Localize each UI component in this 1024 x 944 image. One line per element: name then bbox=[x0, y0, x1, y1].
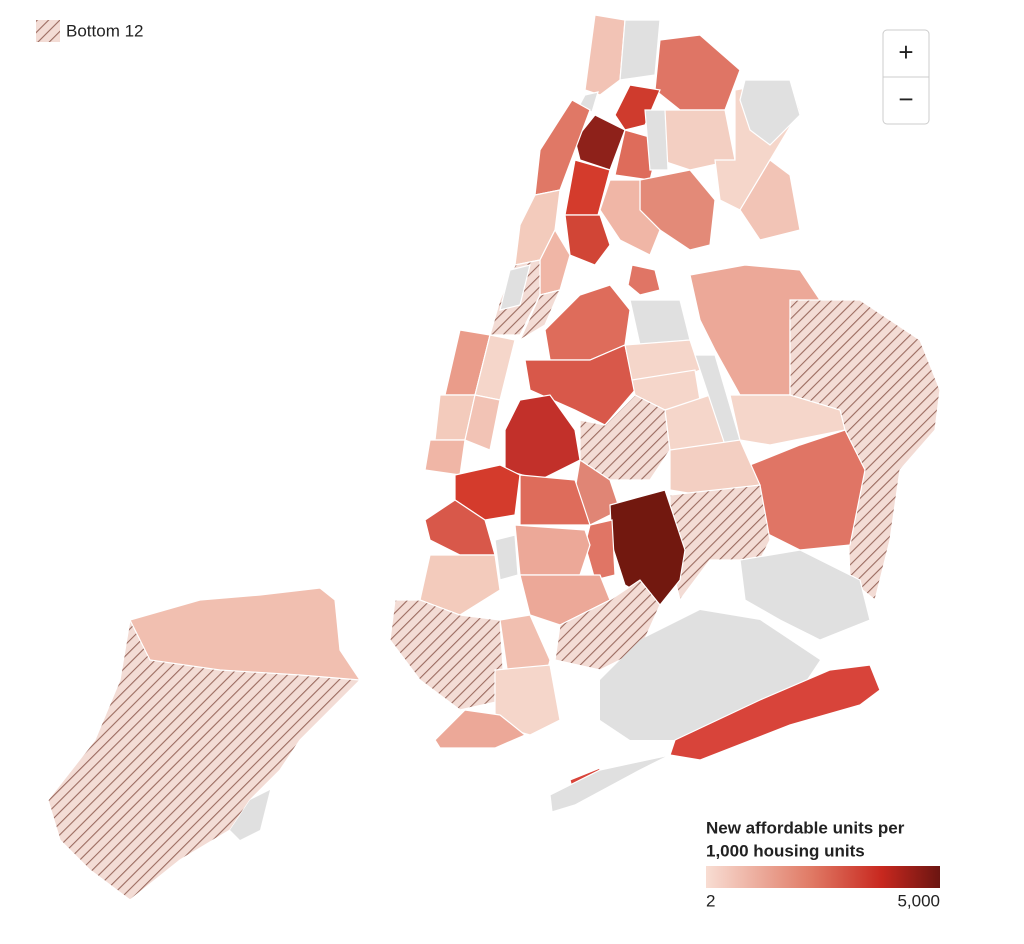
zoom-control: + − bbox=[882, 29, 930, 125]
legend-gradient bbox=[706, 866, 940, 888]
park bbox=[494, 534, 519, 581]
district bbox=[129, 587, 362, 681]
brooklyn bbox=[389, 394, 820, 749]
manhattan bbox=[424, 91, 611, 476]
legend: New affordable units per 1,000 housing u… bbox=[706, 818, 940, 910]
hatch-swatch bbox=[36, 20, 60, 42]
park bbox=[230, 790, 270, 840]
zoom-out[interactable]: − bbox=[898, 84, 913, 114]
district bbox=[524, 344, 636, 426]
district bbox=[389, 599, 506, 711]
district bbox=[419, 554, 501, 616]
district bbox=[739, 159, 801, 241]
district bbox=[584, 519, 616, 581]
district bbox=[514, 524, 591, 576]
district bbox=[564, 214, 611, 266]
park bbox=[644, 109, 669, 171]
staten-island bbox=[47, 587, 362, 901]
district bbox=[504, 394, 581, 481]
legend-title: New affordable units per bbox=[706, 818, 905, 837]
bronx bbox=[574, 14, 801, 256]
park bbox=[549, 754, 671, 813]
district bbox=[464, 394, 501, 451]
park bbox=[739, 79, 801, 146]
district bbox=[614, 84, 661, 131]
park bbox=[629, 299, 691, 346]
district bbox=[424, 439, 466, 476]
district bbox=[669, 664, 881, 761]
queens bbox=[524, 264, 941, 641]
legend-title: 1,000 housing units bbox=[706, 841, 865, 860]
park bbox=[619, 19, 661, 81]
park bbox=[499, 264, 531, 311]
district bbox=[599, 179, 661, 256]
airport bbox=[739, 549, 871, 641]
district bbox=[627, 264, 661, 296]
legend-max: 5,000 bbox=[897, 891, 940, 910]
district bbox=[584, 14, 626, 96]
rockaways bbox=[549, 664, 881, 813]
zoom-in[interactable]: + bbox=[898, 37, 913, 67]
district bbox=[518, 289, 562, 342]
key-label: Bottom 12 bbox=[66, 21, 144, 40]
legend-min: 2 bbox=[706, 891, 715, 910]
district bbox=[434, 709, 527, 749]
district bbox=[654, 34, 741, 111]
